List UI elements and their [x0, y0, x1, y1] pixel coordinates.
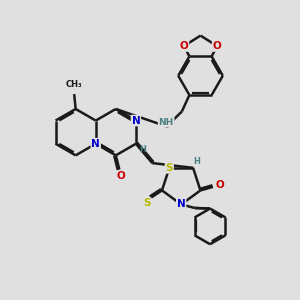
- Text: N: N: [92, 139, 100, 149]
- Text: H: H: [193, 157, 200, 166]
- Text: O: O: [213, 41, 221, 51]
- Text: N: N: [177, 200, 186, 209]
- Text: S: S: [166, 163, 173, 173]
- Text: O: O: [116, 171, 125, 181]
- Text: CH₃: CH₃: [66, 80, 82, 89]
- Text: S: S: [143, 198, 151, 208]
- Text: O: O: [180, 41, 188, 51]
- Text: H: H: [139, 145, 146, 154]
- Text: NH: NH: [159, 118, 174, 127]
- Text: O: O: [215, 180, 224, 190]
- Text: N: N: [131, 116, 140, 126]
